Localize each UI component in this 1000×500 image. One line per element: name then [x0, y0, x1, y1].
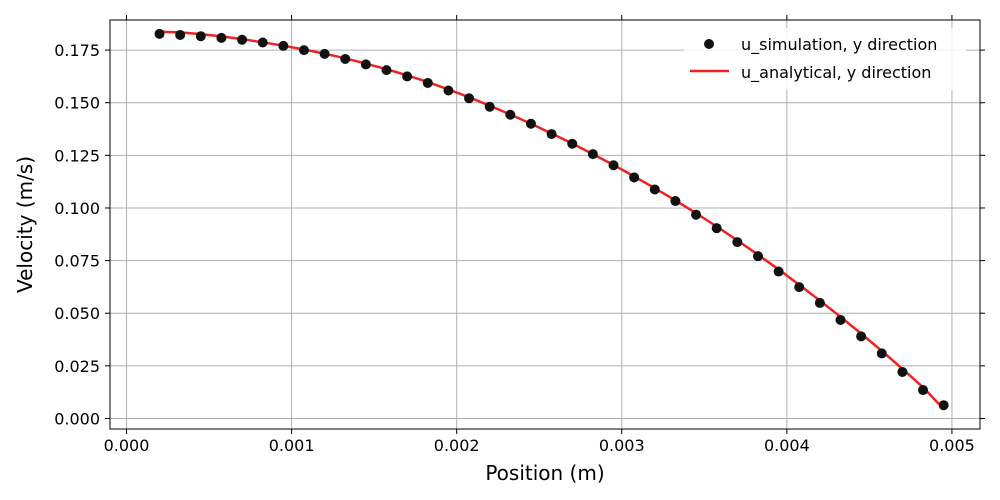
- simulation-point: [546, 129, 557, 140]
- plot-frame: [109, 19, 981, 430]
- simulation-point: [422, 77, 433, 88]
- simulation-point: [918, 385, 929, 396]
- x-tick-label: 0.005: [929, 436, 975, 455]
- simulation-point: [340, 53, 351, 64]
- simulation-point: [711, 223, 722, 234]
- simulation-point: [154, 28, 165, 39]
- simulation-point: [237, 34, 248, 45]
- simulation-point: [360, 59, 371, 70]
- legend-simulation-label: u_simulation, y direction: [741, 35, 937, 55]
- simulation-point: [525, 118, 536, 129]
- y-tick-label: 0.100: [54, 199, 100, 218]
- simulation-point: [587, 149, 598, 160]
- simulation-point: [319, 48, 330, 59]
- simulation-point: [216, 32, 227, 43]
- x-tick-label: 0.003: [599, 436, 645, 455]
- y-tick-label: 0.175: [54, 41, 100, 60]
- simulation-point: [195, 31, 206, 42]
- y-tick-label: 0.025: [54, 357, 100, 376]
- simulation-point: [402, 71, 413, 82]
- simulation-point: [897, 366, 908, 377]
- simulation-point: [732, 237, 743, 248]
- simulation-point: [505, 109, 516, 120]
- simulation-point: [752, 251, 763, 262]
- y-tick-label: 0.125: [54, 146, 100, 165]
- simulation-point: [484, 101, 495, 112]
- x-tick-label: 0.001: [269, 436, 315, 455]
- simulation-point: [257, 37, 268, 48]
- simulation-point: [670, 196, 681, 207]
- y-tick-label: 0.150: [54, 94, 100, 113]
- x-tick-label: 0.000: [104, 436, 150, 455]
- simulation-point: [629, 172, 640, 183]
- simulation-point: [856, 331, 867, 342]
- grid-lines: [110, 20, 980, 429]
- simulation-point: [691, 209, 702, 220]
- simulation-point: [773, 266, 784, 277]
- simulation-point: [938, 400, 949, 411]
- legend-simulation-marker: [704, 39, 714, 49]
- simulation-point: [649, 184, 660, 195]
- x-tick-label: 0.002: [434, 436, 480, 455]
- simulation-point: [835, 314, 846, 325]
- data-series: [154, 28, 949, 411]
- legend-analytical-label: u_analytical, y direction: [741, 63, 931, 83]
- simulation-point: [175, 29, 186, 40]
- simulation-point: [794, 282, 805, 293]
- simulation-point: [876, 348, 887, 359]
- simulation-point: [464, 93, 475, 104]
- y-tick-label: 0.050: [54, 304, 100, 323]
- simulation-point: [298, 45, 309, 56]
- simulation-point: [608, 160, 619, 171]
- simulation-point: [278, 40, 289, 51]
- simulation-point: [567, 138, 578, 149]
- y-tick-label: 0.000: [54, 409, 100, 428]
- simulation-point: [381, 65, 392, 76]
- x-axis-label: Position (m): [485, 461, 604, 485]
- simulation-point: [814, 297, 825, 308]
- legend-box: [684, 28, 966, 90]
- axis-ticks: 0.000 0.001 0.002 0.003 0.004 0.005 0.000 0.025…: [54, 15, 985, 455]
- simulation-point: [443, 85, 454, 96]
- y-tick-label: 0.075: [54, 252, 100, 271]
- x-tick-label: 0.004: [764, 436, 810, 455]
- y-axis-label: Velocity (m/s): [13, 156, 37, 293]
- legend: u_simulation, y direction u_analytical, …: [684, 28, 966, 90]
